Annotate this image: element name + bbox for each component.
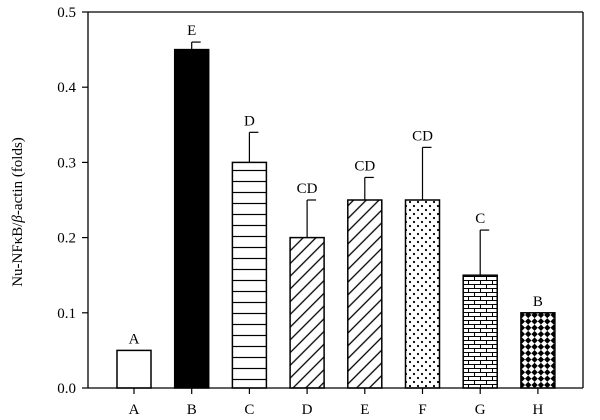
significance-label: C bbox=[475, 211, 485, 227]
x-tick-label: B bbox=[187, 402, 197, 418]
significance-labels-group: A E D CD CD CD C B bbox=[129, 23, 543, 347]
y-tick-label: 0.4 bbox=[57, 80, 76, 96]
y-axis-title-prefix: Nu-NFκB/ bbox=[10, 222, 26, 287]
x-tick-label: C bbox=[244, 402, 254, 418]
bars-group bbox=[116, 48, 556, 389]
significance-label: CD bbox=[412, 128, 433, 144]
x-tick-label: E bbox=[360, 402, 369, 418]
y-tick-label: 0.3 bbox=[57, 155, 76, 171]
error-bars-group bbox=[191, 41, 490, 276]
y-tick-label: 0.5 bbox=[57, 5, 76, 21]
bar-g bbox=[462, 274, 498, 389]
x-tick-label: F bbox=[418, 402, 426, 418]
x-tick-label: H bbox=[532, 402, 543, 418]
significance-label: B bbox=[533, 294, 543, 310]
svg-text:Nu-NFκB/β-actin (folds): Nu-NFκB/β-actin (folds) bbox=[10, 137, 26, 287]
bar-b bbox=[173, 48, 210, 389]
significance-label: CD bbox=[297, 181, 318, 197]
y-axis-ticks: 0.0 0.1 0.2 0.3 0.4 0.5 bbox=[57, 5, 88, 397]
bar-a bbox=[116, 349, 152, 389]
bar-e bbox=[347, 199, 383, 389]
bar-c bbox=[231, 161, 268, 389]
x-tick-label: A bbox=[129, 402, 140, 418]
y-tick-label: 0.0 bbox=[57, 381, 76, 397]
significance-label: CD bbox=[354, 158, 375, 174]
y-tick-label: 0.2 bbox=[57, 231, 76, 247]
significance-label: A bbox=[129, 331, 140, 347]
x-tick-label: G bbox=[475, 402, 486, 418]
significance-label: D bbox=[244, 113, 255, 129]
y-tick-label: 0.1 bbox=[57, 306, 76, 322]
y-axis-title: Nu-NFκB/β-actin (folds) bbox=[10, 137, 26, 287]
bar-f bbox=[404, 199, 441, 389]
x-tick-label: D bbox=[302, 402, 313, 418]
y-axis-title-beta: β bbox=[10, 215, 26, 224]
y-axis-title-suffix: -actin (folds) bbox=[10, 137, 26, 215]
bar-h bbox=[520, 312, 556, 389]
x-axis-ticks: A B C D E F G H bbox=[129, 388, 543, 418]
bar-d bbox=[289, 236, 325, 389]
significance-label: E bbox=[187, 23, 196, 39]
